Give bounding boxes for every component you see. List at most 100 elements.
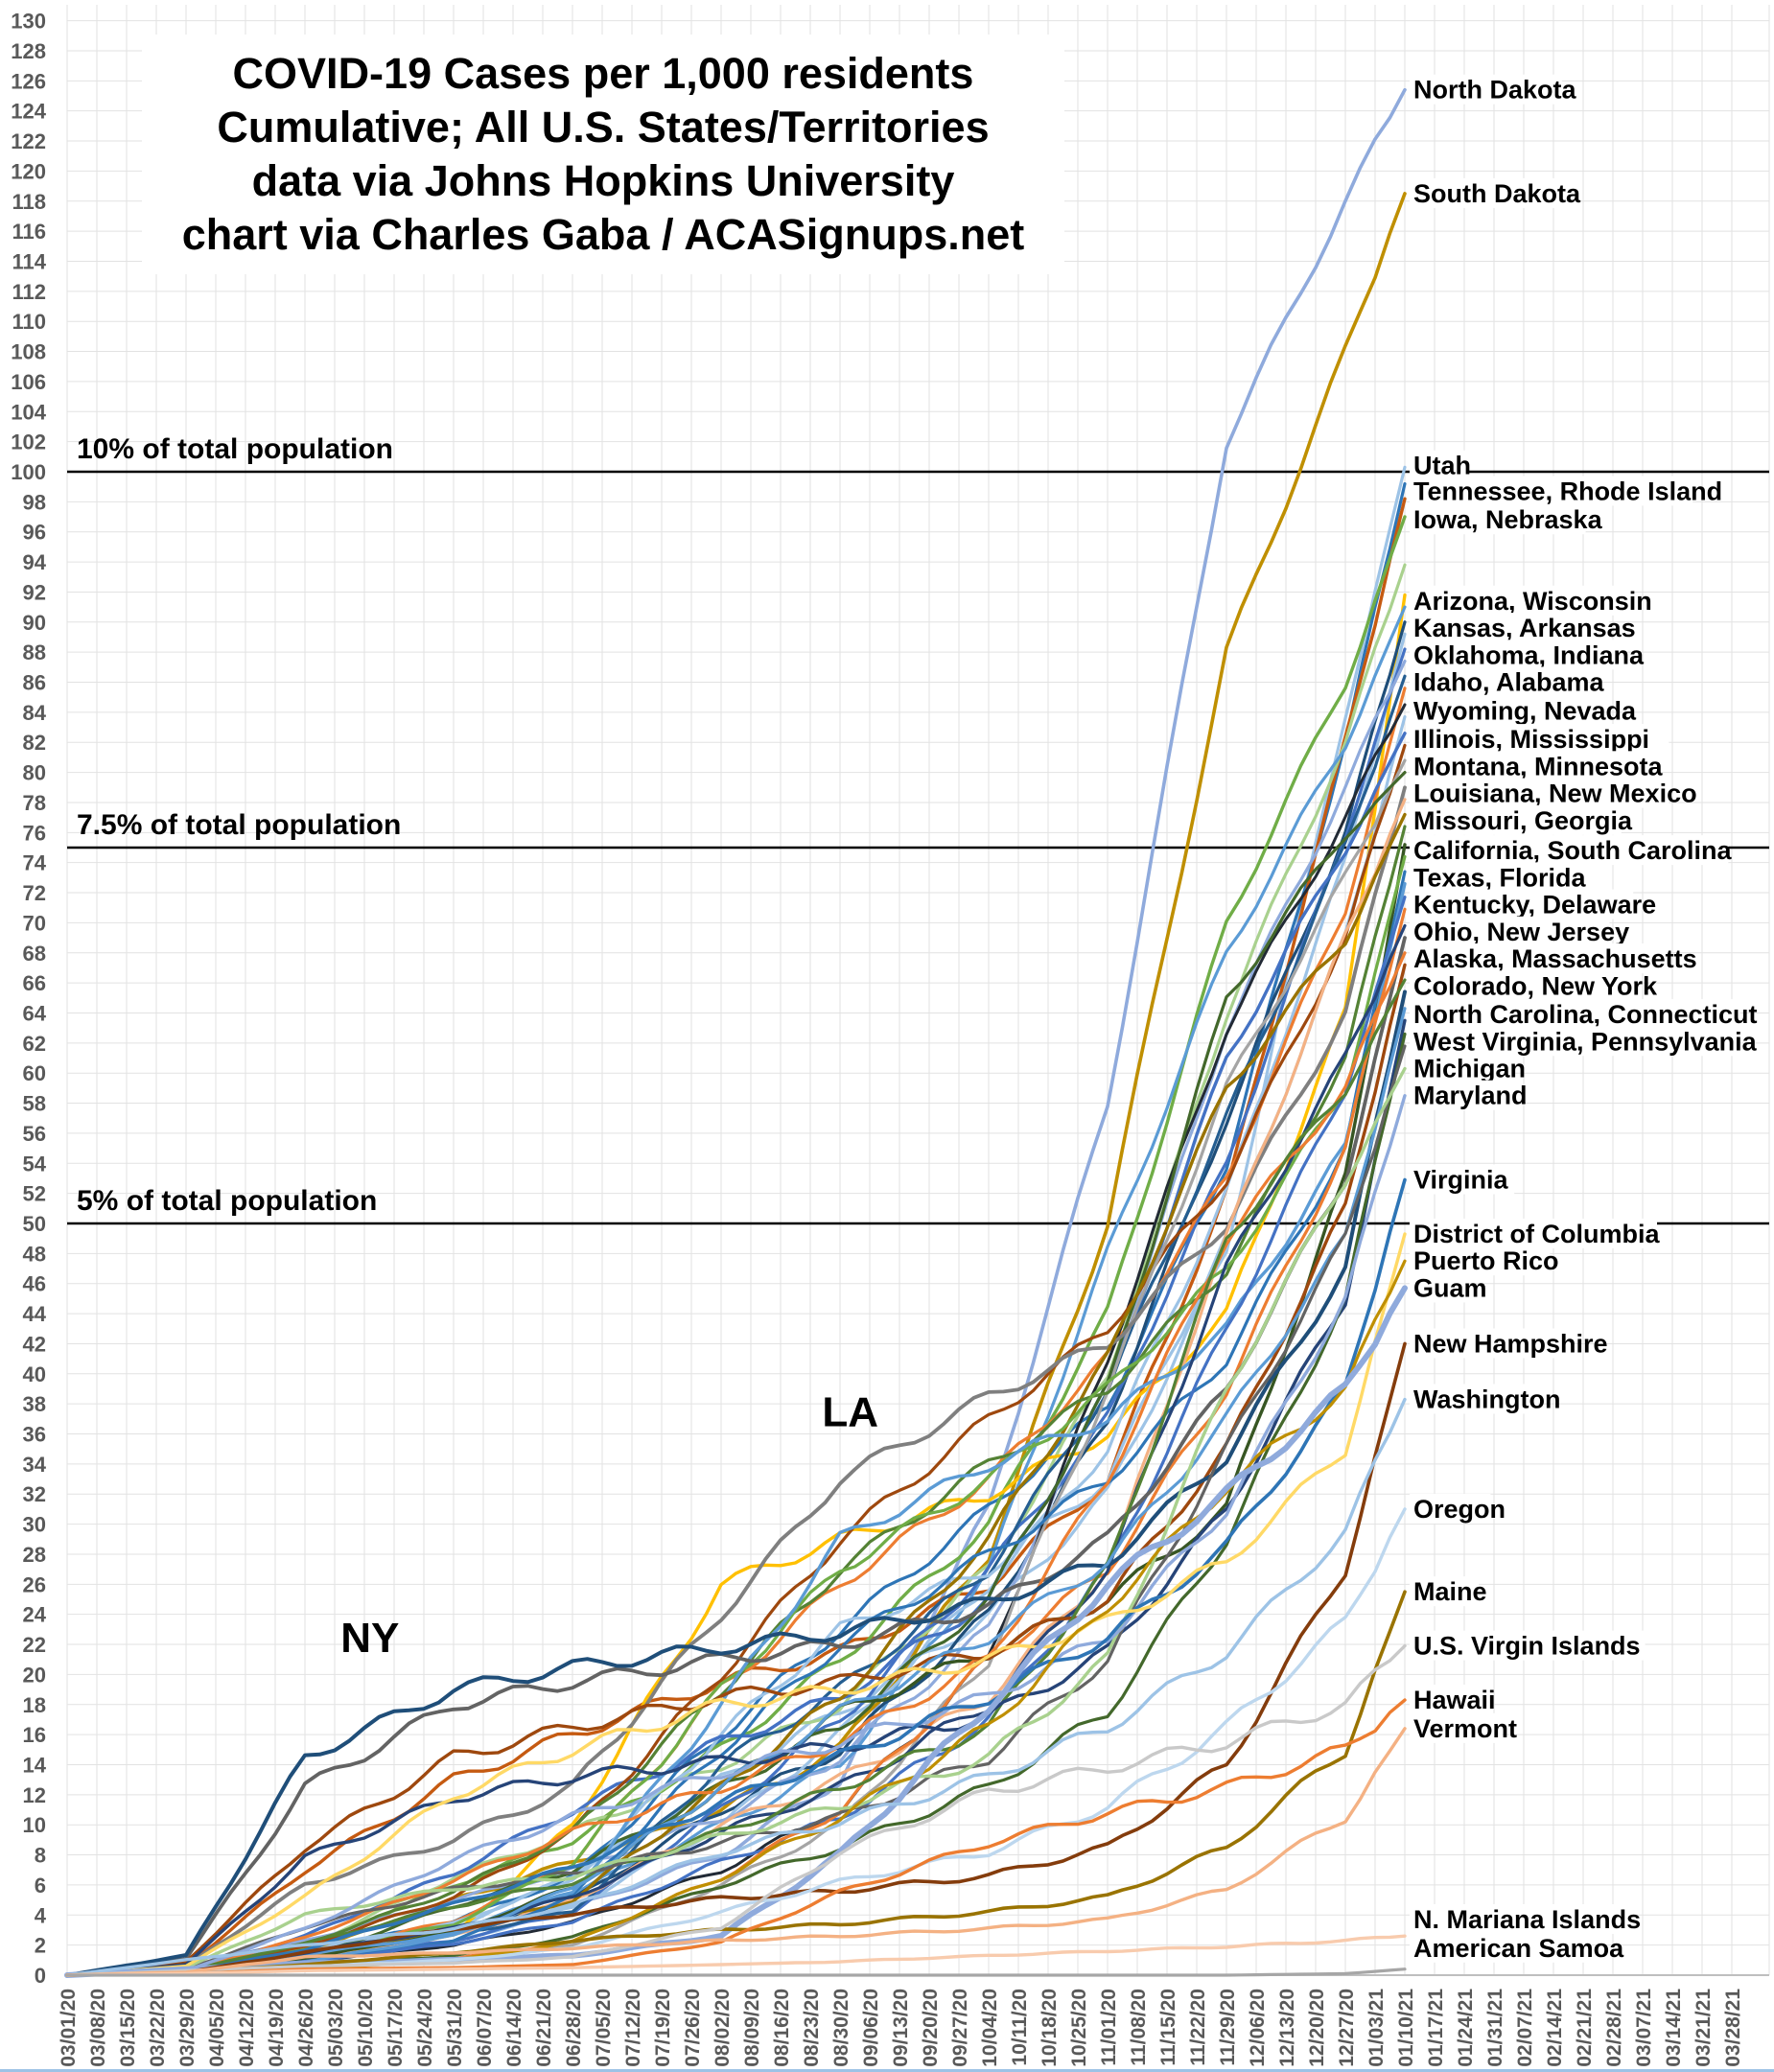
y-axis-tick-label: 90 — [23, 611, 46, 635]
state-label-backing — [1410, 1218, 1657, 1248]
series-line-massachusetts — [65, 963, 1407, 1977]
state-label-backing — [1410, 724, 1669, 755]
state-label-backing — [1410, 916, 1610, 946]
state-label: American Samoa — [1413, 1934, 1624, 1963]
x-axis-tick-label: 08/02/20 — [712, 1989, 734, 2067]
x-axis-tick-label: 01/24/21 — [1455, 1989, 1477, 2067]
state-label: Colorado, New York — [1413, 971, 1658, 1000]
state-label-backing — [1410, 889, 1634, 920]
state-label-backing — [1410, 1272, 1467, 1303]
x-axis-tick-label: 01/10/21 — [1395, 1989, 1417, 2067]
y-axis-tick-label: 68 — [23, 942, 46, 966]
y-axis-tick-label: 32 — [23, 1482, 46, 1506]
state-label-backing — [1410, 613, 1610, 643]
x-axis-tick-label: 03/29/20 — [176, 1989, 198, 2067]
y-axis-tick-label: 110 — [12, 310, 47, 334]
x-axis-tick-label: 11/29/20 — [1217, 1989, 1239, 2066]
state-label: Hawaii — [1413, 1686, 1496, 1714]
y-axis-tick-label: 114 — [12, 249, 47, 273]
state-label: Maryland — [1413, 1082, 1528, 1110]
y-axis-tick-label: 46 — [23, 1272, 46, 1296]
y-axis-tick-label: 54 — [23, 1152, 47, 1176]
state-label: Washington — [1413, 1385, 1560, 1413]
state-label-backing — [1410, 1053, 1515, 1083]
x-axis-tick-label: 08/16/20 — [771, 1989, 793, 2067]
state-label: Missouri, Georgia — [1413, 806, 1633, 835]
y-axis-tick-label: 120 — [11, 159, 46, 183]
x-axis-tick-label: 04/05/20 — [206, 1989, 228, 2067]
y-axis-tick-label: 36 — [23, 1423, 46, 1447]
x-axis-tick-label: 06/07/20 — [474, 1989, 496, 2067]
state-label: West Virginia, Pennsylvania — [1413, 1027, 1758, 1056]
state-label-backing — [1410, 1932, 1586, 1963]
y-axis-tick-label: 28 — [23, 1543, 46, 1567]
y-axis-tick-label: 82 — [23, 731, 46, 755]
state-label-backing — [1410, 999, 1740, 1030]
annotation-label: LA — [822, 1389, 878, 1436]
state-label: N. Mariana Islands — [1413, 1905, 1641, 1934]
x-axis-tick-label: 05/31/20 — [444, 1989, 466, 2067]
state-label: Oklahoma, Indiana — [1413, 640, 1645, 669]
chart-title-line-4: chart via Charles Gaba / ACASignups.net — [181, 210, 1025, 259]
state-label: Utah — [1413, 452, 1471, 480]
state-label-backing — [1410, 666, 1586, 697]
state-label: Illinois, Mississippi — [1413, 725, 1649, 754]
state-label-backing — [1410, 695, 1598, 726]
x-axis-tick-label: 03/21/21 — [1692, 1989, 1715, 2067]
window-bottom-edge — [0, 2069, 1774, 2072]
y-axis-tick-label: 34 — [23, 1453, 47, 1477]
y-axis-tick-label: 98 — [23, 490, 46, 514]
state-label: Michigan — [1413, 1054, 1526, 1083]
y-axis-tick-label: 58 — [23, 1092, 46, 1116]
y-axis-tick-label: 126 — [11, 69, 46, 93]
y-axis-tick-label: 100 — [11, 460, 46, 484]
state-label: District of Columbia — [1413, 1220, 1660, 1248]
state-label: Wyoming, Nevada — [1413, 696, 1637, 725]
state-label: South Dakota — [1413, 179, 1581, 208]
x-axis-labels: 03/01/20 03/08/20 03/15/20 03/22/20 03/29/20… — [58, 1989, 1744, 2067]
y-axis-tick-label: 112 — [12, 280, 47, 304]
x-axis-tick-label: 12/27/20 — [1336, 1989, 1358, 2067]
state-label: Ohio, New Jersey — [1413, 918, 1629, 946]
series-line-delaware — [65, 907, 1407, 1977]
y-axis-tick-label: 64 — [23, 1001, 47, 1025]
state-label-backing — [1410, 778, 1669, 808]
x-axis-tick-label: 03/22/20 — [147, 1989, 169, 2067]
x-axis-tick-label: 06/28/20 — [563, 1989, 585, 2067]
x-axis-tick-label: 05/24/20 — [414, 1989, 436, 2067]
state-label: Louisiana, New Mexico — [1413, 780, 1697, 808]
x-axis-tick-label: 07/19/20 — [652, 1989, 674, 2067]
y-axis-tick-label: 12 — [23, 1783, 46, 1807]
state-label-backing — [1410, 1246, 1551, 1276]
series-line-mississippi — [65, 743, 1407, 1977]
state-label: Idaho, Alabama — [1413, 668, 1605, 697]
state-label-backing — [1410, 1903, 1634, 1934]
state-label-backing — [1410, 74, 1562, 105]
x-axis-tick-label: 04/12/20 — [236, 1989, 258, 2067]
x-axis-tick-label: 11/22/20 — [1187, 1989, 1209, 2066]
y-axis-tick-label: 84 — [23, 701, 47, 725]
y-axis-tick-label: 60 — [23, 1061, 46, 1085]
y-axis-tick-label: 16 — [23, 1723, 46, 1747]
x-axis-tick-label: 03/14/21 — [1663, 1989, 1685, 2067]
y-axis-tick-label: 52 — [23, 1182, 46, 1206]
series-line-american-samoa — [65, 1967, 1407, 1977]
state-label-backing — [1410, 1328, 1575, 1359]
x-axis-tick-label: 09/20/20 — [920, 1989, 942, 2067]
state-label: Iowa, Nebraska — [1413, 505, 1603, 534]
y-axis-tick-label: 128 — [11, 39, 46, 63]
state-label: Montana, Minnesota — [1413, 752, 1663, 780]
x-axis-tick-label: 08/09/20 — [741, 1989, 763, 2067]
series-line-michigan — [65, 1066, 1407, 1977]
state-label-backing — [1410, 1384, 1538, 1414]
annotation-label: NY — [340, 1615, 399, 1662]
x-axis-tick-label: 09/27/20 — [949, 1989, 971, 2067]
x-axis-tick-label: 10/18/20 — [1039, 1989, 1061, 2067]
state-label: Guam — [1413, 1273, 1487, 1302]
x-axis-tick-label: 07/05/20 — [593, 1989, 615, 2067]
series-line-vermont — [65, 1727, 1407, 1977]
state-label-backing — [1410, 640, 1622, 670]
series-line-louisiana — [65, 785, 1407, 1977]
y-axis-tick-label: 8 — [35, 1844, 46, 1868]
y-axis-tick-label: 104 — [11, 400, 46, 424]
